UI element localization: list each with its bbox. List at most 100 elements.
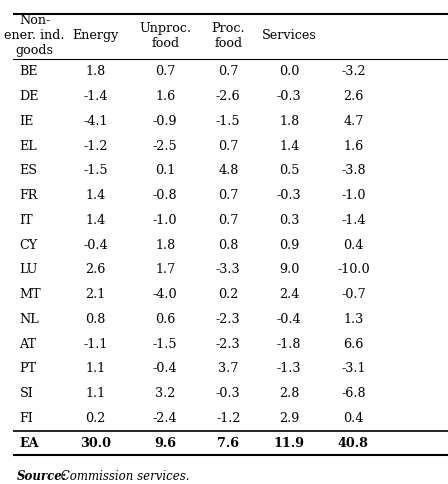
Text: 0.0: 0.0	[279, 65, 299, 78]
Text: 0.2: 0.2	[218, 288, 238, 301]
Text: 1.8: 1.8	[86, 65, 106, 78]
Text: -1.5: -1.5	[216, 115, 241, 128]
Text: -6.8: -6.8	[341, 387, 366, 400]
Text: Commission services.: Commission services.	[57, 469, 190, 483]
Text: MT: MT	[19, 288, 41, 301]
Text: 2.9: 2.9	[279, 412, 299, 425]
Text: NL: NL	[19, 313, 39, 326]
Text: 9.0: 9.0	[279, 263, 299, 276]
Text: 0.7: 0.7	[218, 65, 238, 78]
Text: SI: SI	[19, 387, 33, 400]
Text: 0.7: 0.7	[218, 139, 238, 152]
Text: 1.7: 1.7	[155, 263, 175, 276]
Text: 0.8: 0.8	[86, 313, 106, 326]
Text: -0.7: -0.7	[341, 288, 366, 301]
Text: 2.1: 2.1	[86, 288, 106, 301]
Text: Services: Services	[262, 29, 317, 42]
Text: 3.2: 3.2	[155, 387, 175, 400]
Text: 3.7: 3.7	[218, 363, 238, 375]
Text: -0.9: -0.9	[153, 115, 177, 128]
Text: CY: CY	[19, 239, 38, 252]
Text: -10.0: -10.0	[337, 263, 370, 276]
Text: 2.8: 2.8	[279, 387, 299, 400]
Text: FI: FI	[19, 412, 33, 425]
Text: 4.7: 4.7	[343, 115, 363, 128]
Text: -0.4: -0.4	[83, 239, 108, 252]
Text: 4.8: 4.8	[218, 165, 238, 177]
Text: -1.1: -1.1	[83, 337, 108, 350]
Text: 0.7: 0.7	[218, 189, 238, 202]
Text: 0.4: 0.4	[343, 412, 363, 425]
Text: -4.0: -4.0	[153, 288, 177, 301]
Text: -0.4: -0.4	[153, 363, 177, 375]
Text: BE: BE	[19, 65, 38, 78]
Text: -1.5: -1.5	[153, 337, 177, 350]
Text: 1.1: 1.1	[86, 387, 106, 400]
Text: -1.8: -1.8	[277, 337, 302, 350]
Text: -2.4: -2.4	[153, 412, 177, 425]
Text: 1.3: 1.3	[343, 313, 363, 326]
Text: EA: EA	[19, 437, 39, 450]
Text: Proc.
food: Proc. food	[211, 22, 245, 50]
Text: -2.5: -2.5	[153, 139, 177, 152]
Text: -3.8: -3.8	[341, 165, 366, 177]
Text: -1.0: -1.0	[341, 189, 366, 202]
Text: 1.8: 1.8	[155, 239, 175, 252]
Text: 0.9: 0.9	[279, 239, 299, 252]
Text: 1.6: 1.6	[155, 90, 175, 103]
Text: AT: AT	[19, 337, 36, 350]
Text: 0.3: 0.3	[279, 214, 299, 227]
Text: EL: EL	[19, 139, 37, 152]
Text: 7.6: 7.6	[217, 437, 239, 450]
Text: 2.6: 2.6	[343, 90, 363, 103]
Text: DE: DE	[19, 90, 39, 103]
Text: 0.5: 0.5	[279, 165, 299, 177]
Text: Non-
ener. ind.
goods: Non- ener. ind. goods	[4, 14, 65, 57]
Text: 1.4: 1.4	[86, 189, 106, 202]
Text: 0.2: 0.2	[86, 412, 106, 425]
Text: -2.6: -2.6	[216, 90, 241, 103]
Text: 40.8: 40.8	[338, 437, 369, 450]
Text: ES: ES	[19, 165, 38, 177]
Text: 1.8: 1.8	[279, 115, 299, 128]
Text: Energy: Energy	[73, 29, 119, 42]
Text: 6.6: 6.6	[343, 337, 363, 350]
Text: 0.1: 0.1	[155, 165, 175, 177]
Text: PT: PT	[19, 363, 37, 375]
Text: 2.6: 2.6	[86, 263, 106, 276]
Text: 1.1: 1.1	[86, 363, 106, 375]
Text: -1.2: -1.2	[216, 412, 241, 425]
Text: 0.6: 0.6	[155, 313, 175, 326]
Text: 11.9: 11.9	[274, 437, 305, 450]
Text: Unproc.
food: Unproc. food	[139, 22, 191, 50]
Text: IT: IT	[19, 214, 33, 227]
Text: FR: FR	[19, 189, 38, 202]
Text: 1.6: 1.6	[343, 139, 363, 152]
Text: 9.6: 9.6	[154, 437, 176, 450]
Text: -3.1: -3.1	[341, 363, 366, 375]
Text: 0.8: 0.8	[218, 239, 238, 252]
Text: 0.7: 0.7	[155, 65, 175, 78]
Text: -3.2: -3.2	[341, 65, 366, 78]
Text: -0.3: -0.3	[277, 90, 302, 103]
Text: LU: LU	[19, 263, 38, 276]
Text: -1.4: -1.4	[83, 90, 108, 103]
Text: 2.4: 2.4	[279, 288, 299, 301]
Text: -1.0: -1.0	[153, 214, 177, 227]
Text: -1.2: -1.2	[83, 139, 108, 152]
Text: 0.7: 0.7	[218, 214, 238, 227]
Text: -2.3: -2.3	[216, 337, 241, 350]
Text: -1.4: -1.4	[341, 214, 366, 227]
Text: Source:: Source:	[17, 469, 67, 483]
Text: -0.4: -0.4	[277, 313, 302, 326]
Text: 0.4: 0.4	[343, 239, 363, 252]
Text: 30.0: 30.0	[80, 437, 111, 450]
Text: -0.3: -0.3	[216, 387, 241, 400]
Text: -0.3: -0.3	[277, 189, 302, 202]
Text: -2.3: -2.3	[216, 313, 241, 326]
Text: -1.5: -1.5	[83, 165, 108, 177]
Text: -0.8: -0.8	[153, 189, 177, 202]
Text: 1.4: 1.4	[86, 214, 106, 227]
Text: 1.4: 1.4	[279, 139, 299, 152]
Text: -3.3: -3.3	[216, 263, 241, 276]
